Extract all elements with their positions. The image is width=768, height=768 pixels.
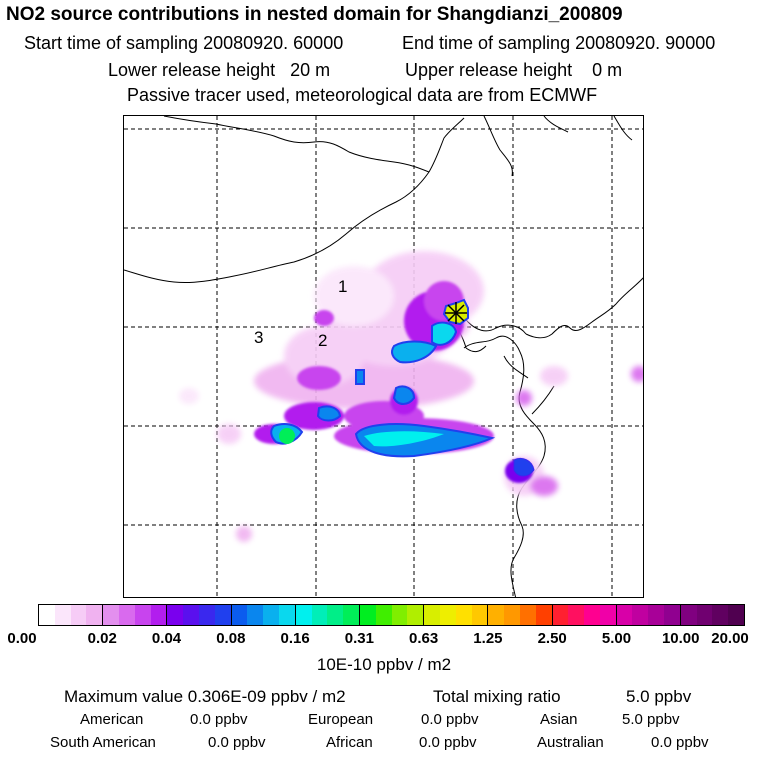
- colorbar-swatch: [150, 605, 167, 625]
- colorbar-swatch: [504, 605, 520, 625]
- map-label-1: 1: [338, 277, 348, 296]
- colorbar-swatch: [70, 605, 87, 625]
- colorbar-swatch: [39, 605, 55, 625]
- colorbar: [38, 604, 745, 626]
- colorbar-segment: [680, 605, 745, 625]
- colorbar-segment: [103, 605, 168, 625]
- colorbar-swatch: [488, 605, 505, 625]
- colorbar-swatch: [327, 605, 344, 625]
- region-asian-name: Asian: [540, 711, 578, 728]
- colorbar-swatch: [648, 605, 665, 625]
- colorbar-swatch: [247, 605, 264, 625]
- region-european-name: European: [308, 711, 374, 728]
- colorbar-swatch: [343, 605, 359, 625]
- colorbar-swatch: [86, 605, 103, 625]
- region-african-value: 0.0 ppbv: [419, 734, 477, 751]
- colorbar-tick-label: 0.16: [280, 630, 310, 647]
- region-european-value: 0.0 ppbv: [421, 711, 479, 728]
- colorbar-swatch: [311, 605, 328, 625]
- colorbar-tick-label: 0.04: [151, 630, 182, 647]
- colorbar-swatch: [728, 605, 745, 625]
- colorbar-swatch: [359, 605, 376, 625]
- colorbar-swatch: [118, 605, 135, 625]
- colorbar-tick-label: 0.31: [344, 630, 374, 647]
- colorbar-swatch: [664, 605, 680, 625]
- colorbar-swatch: [214, 605, 231, 625]
- colorbar-swatch: [295, 605, 312, 625]
- coastline-borders: [124, 116, 643, 597]
- colorbar-swatch: [616, 605, 633, 625]
- colorbar-swatch: [471, 605, 488, 625]
- colorbar-swatch: [696, 605, 713, 625]
- colorbar-tick-label: 10.00: [661, 630, 700, 647]
- colorbar-swatch: [568, 605, 585, 625]
- colorbar-swatch: [455, 605, 472, 625]
- colorbar-swatch: [183, 605, 199, 625]
- colorbar-swatch: [54, 605, 71, 625]
- tracer-note: Passive tracer used, meteorological data…: [127, 85, 598, 105]
- colorbar-tick-label: 1.25: [473, 630, 503, 647]
- colorbar-swatch: [584, 605, 600, 625]
- total-mixing-value: 5.0 ppbv: [626, 687, 692, 706]
- colorbar-segment: [552, 605, 617, 625]
- map-label-2: 2: [318, 331, 328, 350]
- region-african-name: African: [326, 734, 373, 751]
- colorbar-tick-label: 5.00: [601, 630, 632, 647]
- colorbar-swatch: [424, 605, 440, 625]
- colorbar-swatch: [263, 605, 279, 625]
- colorbar-units: 10E-10 ppbv / m2: [316, 655, 452, 674]
- colorbar-swatch: [167, 605, 184, 625]
- colorbar-swatch: [599, 605, 616, 625]
- colorbar-swatch: [198, 605, 215, 625]
- colorbar-segment: [231, 605, 296, 625]
- colorbar-swatch: [552, 605, 569, 625]
- map-label-3: 3: [254, 328, 264, 347]
- colorbar-segment: [359, 605, 425, 625]
- colorbar-segment: [167, 605, 232, 625]
- region-asian-value: 5.0 ppbv: [622, 711, 680, 728]
- colorbar-tick-label: 2.50: [537, 630, 567, 647]
- colorbar-swatch: [375, 605, 392, 625]
- map-canvas: [124, 116, 643, 597]
- region-american-value: 0.0 ppbv: [190, 711, 248, 728]
- colorbar-tick-label: 0.00: [7, 630, 37, 647]
- colorbar-tick-label: 0.08: [216, 630, 246, 647]
- colorbar-tick-label: 0.63: [409, 630, 439, 647]
- colorbar-swatch: [391, 605, 408, 625]
- max-value-label: Maximum value 0.306E-09 ppbv / m2: [64, 687, 346, 706]
- end-time-label: End time of sampling 20080920. 90000: [402, 33, 716, 53]
- plume-high: [270, 321, 535, 477]
- colorbar-swatch: [535, 605, 552, 625]
- receptor-star-icon: [442, 298, 469, 326]
- colorbar-segment: [616, 605, 681, 625]
- colorbar-swatch: [712, 605, 729, 625]
- colorbar-tick-label: 20.00: [711, 630, 749, 647]
- region-australian-name: Australian: [537, 734, 604, 751]
- page-title: NO2 source contributions in nested domai…: [6, 4, 623, 25]
- map-panel: 1 2 3: [123, 115, 644, 598]
- upper-release-label: Upper release height 0 m: [405, 60, 623, 80]
- colorbar-swatch: [134, 605, 151, 625]
- colorbar-segment: [295, 605, 360, 625]
- colorbar-swatch: [632, 605, 649, 625]
- colorbar-segment: [488, 605, 553, 625]
- start-time-label: Start time of sampling 20080920. 60000: [24, 33, 344, 53]
- total-mixing-label: Total mixing ratio: [433, 687, 561, 706]
- colorbar-segment: [39, 605, 104, 625]
- colorbar-swatch: [439, 605, 456, 625]
- colorbar-swatch: [231, 605, 248, 625]
- lower-release-label: Lower release height 20 m: [108, 60, 331, 80]
- colorbar-segment: [424, 605, 489, 625]
- colorbar-swatch: [680, 605, 697, 625]
- region-south-american-name: South American: [50, 734, 156, 751]
- colorbar-swatch: [519, 605, 536, 625]
- colorbar-swatch: [278, 605, 295, 625]
- region-australian-value: 0.0 ppbv: [651, 734, 709, 751]
- colorbar-tick-label: 0.02: [87, 630, 117, 647]
- colorbar-swatch: [407, 605, 424, 625]
- region-south-american-value: 0.0 ppbv: [208, 734, 266, 751]
- colorbar-swatch: [103, 605, 119, 625]
- region-american-name: American: [80, 711, 144, 728]
